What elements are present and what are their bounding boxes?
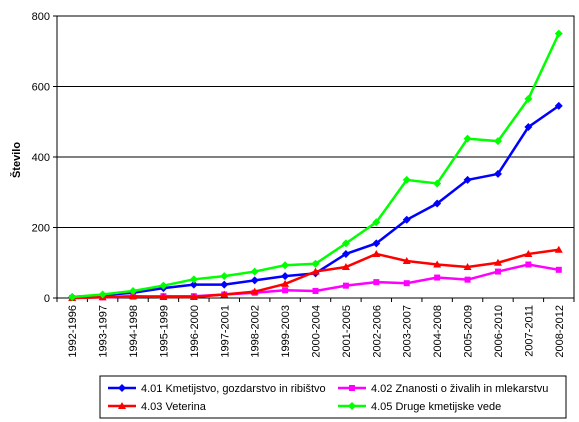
legend-label: 4.03 Veterina [141,401,207,413]
data-point [220,280,229,289]
data-point [554,245,563,253]
data-point [341,262,350,270]
data-point [524,249,533,257]
x-tick-label: 1999-2003 [280,305,292,358]
data-point [98,290,107,299]
legend-swatch-marker [118,384,126,392]
x-tick-label: 2002-2006 [371,305,383,358]
y-tick-label: 200 [32,223,50,235]
x-axis: 1992-1996 1993-1997 1994-1998 1995-1999 1996… [56,298,575,358]
legend-item: 4.05 Druge kmetijske vede [338,401,501,413]
x-tick-label: 1997-2001 [219,305,231,358]
x-tick-label: 1994-1998 [128,305,140,358]
data-point [554,101,563,110]
x-tick-label: 1995-1999 [158,305,170,358]
data-point [312,287,319,294]
data-point [250,267,259,276]
data-point [463,262,472,270]
legend: 4.01 Kmetijstvo, gozdarstvo in ribištvo 4… [99,375,567,419]
data-point [281,279,290,287]
data-point [433,260,442,268]
x-tick-label: 2003-2007 [402,305,414,358]
data-point [494,268,501,275]
data-point [129,286,138,295]
legend-swatch-marker [349,385,355,391]
data-point [281,261,290,270]
data-point [464,276,471,283]
data-point [250,287,259,295]
x-tick-label: 2007-2011 [523,305,535,357]
data-point [220,272,229,281]
x-tick-label: 1992-1996 [67,305,79,358]
legend-item: 4.03 Veterina [108,401,207,413]
data-point [372,218,381,227]
legend-item: 4.01 Kmetijstvo, gozdarstvo in ribištvo [108,383,326,395]
x-tick-label: 1996-2000 [189,305,201,358]
data-point [189,280,198,289]
data-point [524,94,533,103]
data-point [159,281,168,290]
x-tick-label: 2000-2004 [311,305,323,358]
data-point [402,175,411,184]
data-point [68,292,77,301]
data-point [402,256,411,264]
data-point [402,215,411,224]
data-point [250,276,259,285]
y-tick-label: 0 [44,293,50,305]
x-tick-label: 1993-1997 [98,305,110,358]
data-point [373,279,380,286]
data-point [220,290,229,298]
data-point [525,261,532,268]
data-point [403,280,410,287]
data-point [372,249,381,257]
series-3 [68,245,563,301]
x-tick-label: 2008-2012 [554,305,566,358]
gridlines [57,86,574,228]
y-tick-label: 400 [32,152,50,164]
data-point [342,282,349,289]
y-tick-label: 800 [32,11,50,23]
data-point [493,137,502,146]
legend-item: 4.02 Znanosti o živalih in mlekarstvu [338,383,548,395]
data-point [189,275,198,284]
data-point [493,169,502,178]
x-tick-label: 1998-2002 [250,305,262,358]
legend-label: 4.02 Znanosti o živalih in mlekarstvu [371,383,548,395]
x-tick-label: 2006-2010 [493,305,505,358]
data-point [524,123,533,132]
y-tick-label: 600 [32,82,50,94]
data-point [433,179,442,188]
data-point [463,134,472,143]
data-point [282,287,289,294]
y-axis-title: Število [10,142,23,178]
y-axis: 0 200 400 600 800 [32,11,57,305]
data-point [493,258,502,266]
series-4 [68,29,563,301]
data-point [129,292,138,300]
data-point [555,266,562,273]
data-point [341,239,350,248]
data-point [372,239,381,248]
legend-label: 4.01 Kmetijstvo, gozdarstvo in ribištvo [141,383,326,395]
data-point [463,175,472,184]
data-point [159,292,168,300]
data-point [311,259,320,268]
legend-swatch-marker [348,402,356,410]
data-point [281,272,290,281]
series-group [68,29,563,301]
legend-box [99,375,567,419]
data-point [311,267,320,275]
legend-label: 4.05 Druge kmetijske vede [371,401,501,413]
x-tick-label: 2001-2005 [341,305,353,358]
data-point [434,274,441,281]
x-tick-label: 2004-2008 [432,305,444,358]
x-tick-label: 2005-2009 [463,305,475,358]
data-point [433,199,442,208]
legend-swatch-marker [118,402,126,409]
data-point [189,292,198,300]
data-point [341,249,350,258]
data-point [554,29,563,38]
